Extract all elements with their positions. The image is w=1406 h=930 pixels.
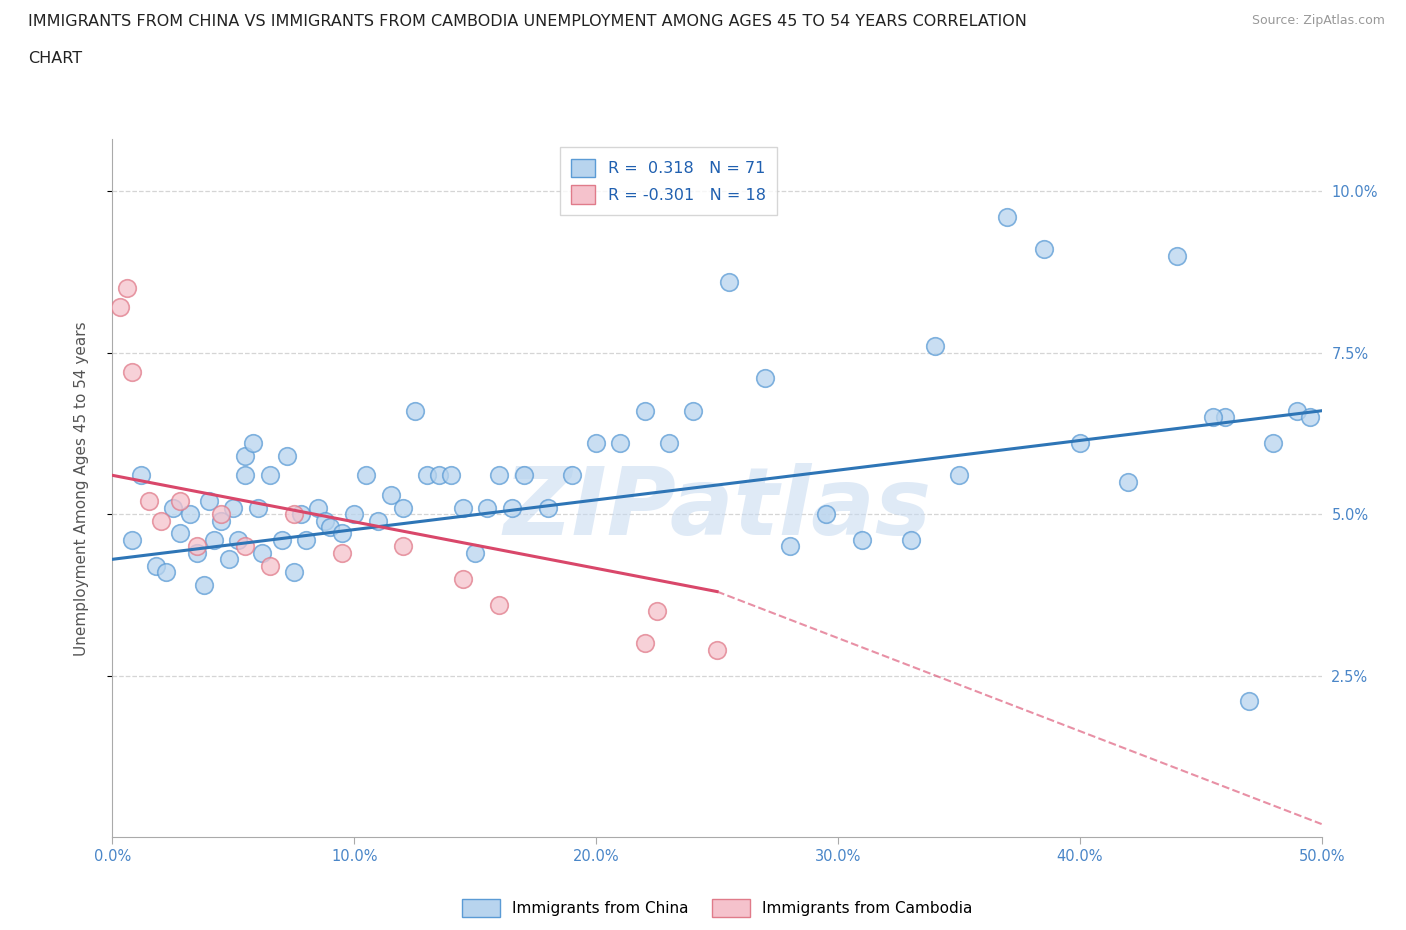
Point (186, 539, 208, 554)
Point (948, 468, 970, 483)
Point (367, 513, 389, 528)
Point (252, 545, 274, 560)
Point (330, 545, 353, 560)
Point (169, 494, 191, 509)
Point (270, 533, 292, 548)
Point (537, 500, 560, 515)
Point (169, 526, 191, 541)
Point (290, 507, 312, 522)
Point (561, 468, 583, 483)
Point (718, 274, 741, 289)
Point (900, 533, 922, 548)
Point (416, 468, 439, 483)
Point (235, 448, 257, 463)
Point (131, 468, 153, 483)
Point (343, 507, 366, 522)
Point (162, 500, 184, 515)
Point (246, 500, 269, 515)
Point (218, 551, 240, 566)
Point (451, 571, 474, 586)
Point (149, 513, 172, 528)
Point (121, 533, 143, 548)
Point (179, 507, 201, 522)
Point (779, 539, 801, 554)
Point (121, 365, 143, 379)
Point (1032, 242, 1054, 257)
Point (155, 565, 177, 579)
Point (585, 435, 607, 450)
Point (209, 507, 232, 522)
Point (609, 435, 631, 450)
Point (380, 487, 402, 502)
Point (451, 500, 474, 515)
Point (427, 468, 450, 483)
Point (330, 526, 353, 541)
Point (995, 209, 1018, 224)
Point (1263, 435, 1285, 450)
Point (276, 448, 298, 463)
Point (1298, 410, 1320, 425)
Point (391, 500, 413, 515)
Point (138, 494, 160, 509)
Point (145, 558, 167, 573)
Point (115, 281, 138, 296)
Point (186, 545, 208, 560)
Point (198, 494, 221, 509)
Point (193, 578, 215, 592)
Point (235, 539, 257, 554)
Point (754, 371, 776, 386)
Point (488, 597, 510, 612)
Point (314, 513, 336, 528)
Point (1213, 410, 1236, 425)
Point (814, 507, 837, 522)
Point (1069, 435, 1091, 450)
Point (319, 520, 342, 535)
Legend: Immigrants from China, Immigrants from Cambodia: Immigrants from China, Immigrants from C… (456, 893, 979, 923)
Text: IMMIGRANTS FROM CHINA VS IMMIGRANTS FROM CAMBODIA UNEMPLOYMENT AMONG AGES 45 TO : IMMIGRANTS FROM CHINA VS IMMIGRANTS FROM… (28, 14, 1026, 29)
Point (440, 468, 463, 483)
Point (633, 404, 655, 418)
Point (658, 435, 681, 450)
Point (108, 300, 131, 315)
Point (682, 404, 704, 418)
Point (851, 533, 873, 548)
Point (259, 468, 281, 483)
Point (1202, 410, 1225, 425)
Point (283, 565, 305, 579)
Y-axis label: Unemployment Among Ages 45 to 54 years: Unemployment Among Ages 45 to 54 years (75, 321, 89, 656)
Point (259, 558, 281, 573)
Point (209, 513, 232, 528)
Point (464, 545, 486, 560)
Point (633, 636, 655, 651)
Point (226, 533, 249, 548)
Point (295, 533, 318, 548)
Point (391, 539, 413, 554)
Text: ZIPatlas: ZIPatlas (503, 463, 931, 555)
Point (477, 500, 499, 515)
Point (307, 500, 329, 515)
Point (924, 339, 946, 353)
Point (501, 500, 523, 515)
Point (222, 500, 245, 515)
Point (1166, 248, 1188, 263)
Point (1286, 404, 1309, 418)
Point (1237, 694, 1260, 709)
Point (706, 643, 728, 658)
Point (488, 468, 510, 483)
Point (283, 507, 305, 522)
Text: CHART: CHART (28, 51, 82, 66)
Point (356, 468, 378, 483)
Point (404, 404, 426, 418)
Point (512, 468, 534, 483)
Point (645, 604, 668, 618)
Point (1116, 474, 1139, 489)
Point (202, 533, 225, 548)
Point (242, 435, 264, 450)
Text: Source: ZipAtlas.com: Source: ZipAtlas.com (1251, 14, 1385, 27)
Point (235, 468, 257, 483)
